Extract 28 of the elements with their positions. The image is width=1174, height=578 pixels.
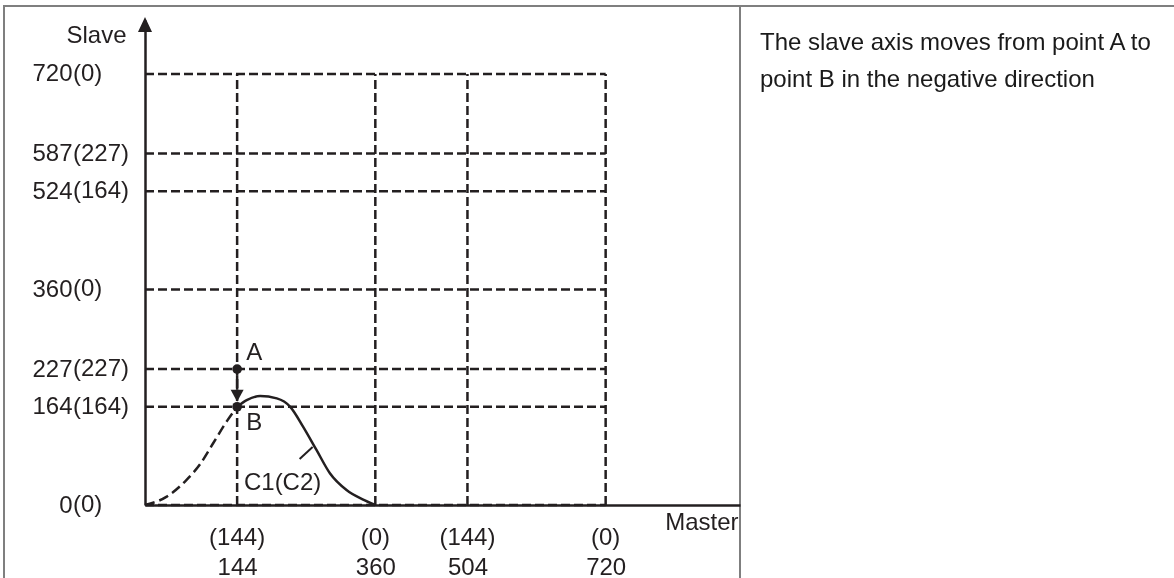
text: (144) bbox=[209, 523, 266, 550]
annotation: C1(C2) bbox=[243, 467, 322, 495]
text: (0) bbox=[73, 490, 103, 517]
text: (0) bbox=[590, 523, 621, 550]
y-tick-label: 164 bbox=[32, 392, 73, 420]
text: (0) bbox=[73, 58, 103, 86]
text: (0) bbox=[360, 523, 390, 550]
y-tick-label: 227 bbox=[32, 354, 73, 382]
x-tick-label: 720 bbox=[586, 552, 627, 578]
y-tick-label: 0 bbox=[59, 490, 73, 518]
x-tick-label: 504 bbox=[447, 552, 488, 578]
text: (227) bbox=[73, 354, 130, 382]
text: The slave axis moves from point A to point B in the negative direction bbox=[760, 27, 1152, 94]
x-tick-label: 360 bbox=[355, 552, 396, 578]
y-tick-label: 587 bbox=[32, 139, 73, 167]
text: (164) bbox=[73, 176, 130, 204]
annotation: A bbox=[246, 338, 263, 366]
y-axis-title: Slave bbox=[66, 20, 127, 48]
x-tick-label: 144 bbox=[217, 552, 258, 578]
y-tick-label: 360 bbox=[32, 274, 73, 302]
text: (144) bbox=[439, 523, 496, 550]
y-tick-label: 720 bbox=[32, 59, 73, 87]
text: (0) bbox=[73, 274, 103, 302]
y-tick-label: 524 bbox=[32, 176, 73, 204]
text: (164) bbox=[73, 391, 130, 419]
text: (227) bbox=[73, 138, 130, 166]
annotation: B bbox=[246, 407, 263, 435]
x-axis-title: Master bbox=[665, 507, 739, 535]
